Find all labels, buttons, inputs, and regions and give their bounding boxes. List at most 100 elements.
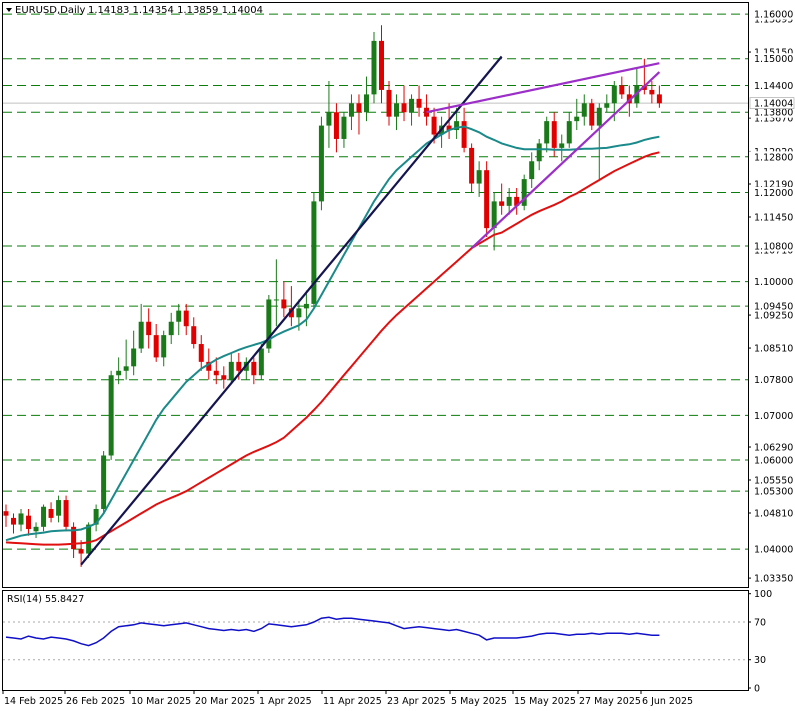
candle-body: [183, 310, 189, 327]
candle: [566, 112, 572, 148]
candle: [108, 370, 114, 460]
candle: [484, 161, 490, 238]
level-label: 1.12000: [754, 188, 793, 199]
candle-body: [11, 517, 17, 525]
level-label-box: [749, 240, 793, 252]
candle-body: [491, 201, 497, 229]
candle-body: [63, 500, 69, 527]
candle: [123, 339, 129, 380]
candle-body: [641, 85, 647, 90]
dropdown-triangle-icon[interactable]: [6, 8, 12, 12]
candle: [138, 303, 144, 353]
candle-body: [78, 549, 84, 554]
main-pane-frame: [2, 2, 749, 588]
candle-body: [198, 344, 204, 362]
candle-body: [476, 170, 482, 184]
candle: [386, 81, 392, 126]
candle-body: [86, 524, 92, 554]
candle-body: [529, 161, 535, 180]
candle: [469, 143, 475, 193]
time-label: 11 Apr 2025: [323, 696, 382, 707]
current-price-text: 1.14004: [754, 99, 793, 110]
candle: [363, 76, 369, 122]
candle: [514, 188, 520, 215]
candle: [476, 161, 482, 197]
candle: [379, 25, 384, 104]
candle-body: [116, 370, 122, 376]
level-label-box: [749, 300, 793, 312]
time-label: 10 Mar 2025: [131, 696, 191, 707]
candle-body: [514, 196, 520, 206]
candle-body: [266, 299, 272, 349]
candle-body: [551, 121, 557, 148]
time-label: 5 May 2025: [451, 696, 507, 707]
candle: [394, 94, 400, 131]
level-label-box: [749, 186, 793, 198]
candle-body: [131, 348, 137, 367]
rsi-tick-label: 100: [754, 589, 772, 600]
level-labels: 1.16000 1.15000 1.14400 1.13800 1.12800 1.120…: [749, 8, 793, 556]
candle-body: [168, 321, 174, 336]
candle-body: [251, 361, 257, 376]
candle-body: [213, 370, 219, 376]
candle: [409, 94, 415, 126]
candle-body: [176, 310, 182, 322]
candle: [333, 103, 339, 153]
candle-body: [161, 335, 167, 358]
candle: [581, 94, 587, 126]
candle-body: [596, 107, 602, 126]
rsi-label: RSI(14) 55.8427: [7, 594, 84, 605]
candle: [536, 138, 542, 171]
trendline: [80, 55, 503, 566]
candle-body: [574, 116, 580, 122]
candle-body: [206, 361, 212, 371]
candle-body: [401, 103, 407, 113]
candle: [146, 308, 152, 349]
candles: [3, 25, 662, 567]
time-label: 20 Mar 2025: [195, 696, 255, 707]
time-label: 23 Apr 2025: [387, 696, 446, 707]
level-label: 1.15000: [754, 54, 793, 65]
price-tick-label: 1.03350: [754, 574, 793, 585]
level-label: 1.12800: [754, 152, 793, 163]
level-label: 1.09450: [754, 302, 793, 313]
candle-body: [108, 375, 114, 456]
candle: [318, 116, 324, 211]
trendlines: [80, 55, 661, 566]
candle-body: [559, 143, 565, 148]
candle: [86, 522, 92, 559]
ohlc-label: 1.14183 1.14354 1.13859 1.14004: [88, 5, 263, 16]
candle: [198, 335, 204, 371]
candle-body: [191, 326, 197, 345]
candle-body: [363, 94, 369, 113]
price-tick-label: 1.04810: [754, 508, 793, 519]
candle: [544, 116, 550, 153]
candle: [251, 357, 257, 385]
candle: [191, 317, 197, 349]
candle: [656, 85, 662, 108]
price-tick-label: 1.12190: [754, 179, 793, 190]
candle: [619, 76, 625, 99]
candle-body: [318, 125, 324, 202]
trendline: [426, 62, 660, 114]
candle-body: [581, 103, 587, 117]
candle-body: [506, 196, 512, 206]
candle-body: [48, 508, 54, 518]
level-label: 1.10800: [754, 241, 793, 252]
level-label: 1.06000: [754, 455, 793, 466]
candle-body: [379, 40, 384, 90]
time-label: 27 May 2025: [579, 696, 641, 707]
price-tick-label: 1.08510: [754, 344, 793, 355]
price-tick-label: 1.15150: [754, 48, 793, 59]
candle-body: [71, 526, 77, 550]
candle-body: [18, 513, 24, 525]
level-label: 1.05300: [754, 487, 793, 498]
level-label-box: [749, 543, 793, 555]
candle-body: [619, 85, 625, 95]
candle-body: [394, 103, 400, 117]
candle: [281, 281, 287, 318]
candle: [176, 303, 182, 336]
candle-body: [656, 94, 662, 104]
candle: [348, 94, 354, 131]
level-label: 1.13800: [754, 108, 793, 119]
